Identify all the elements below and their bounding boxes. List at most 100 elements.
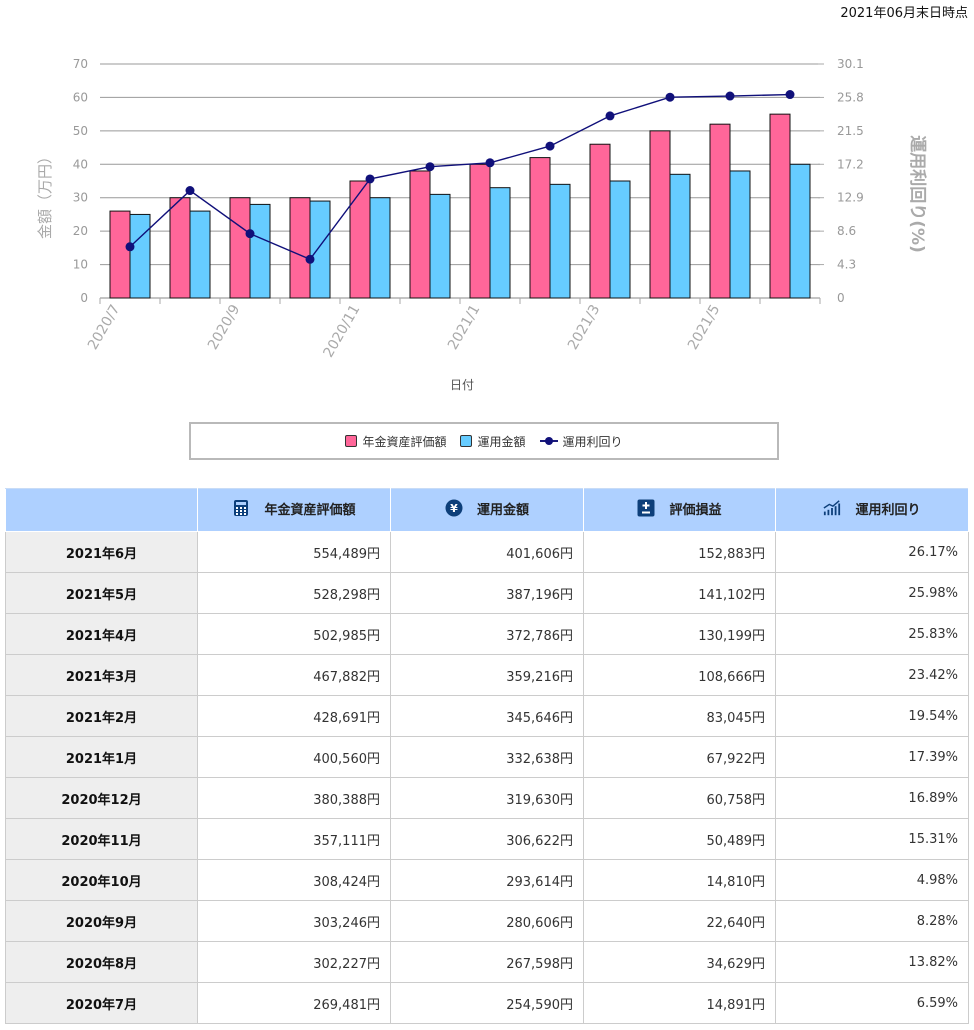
table-header-invested-amount: ¥ 運用金額 [390, 488, 584, 532]
table-cell: 13.82% [775, 941, 969, 983]
row-month: 2021年6月 [5, 531, 198, 573]
bar-asset-value[interactable] [469, 163, 491, 299]
table-cell: 14,891円 [583, 982, 776, 1024]
legend-item-invested-amount[interactable]: 運用金額 [460, 433, 526, 450]
bar-invested-amount[interactable] [729, 170, 751, 299]
table-cell: 528,298円 [197, 572, 391, 614]
bar-asset-value[interactable] [769, 113, 791, 299]
bar-invested-amount[interactable] [669, 173, 691, 299]
bar-asset-value[interactable] [649, 130, 671, 299]
table-cell: 372,786円 [390, 613, 584, 655]
y-tick-label: 60 [73, 90, 88, 104]
yield-point[interactable] [125, 242, 135, 252]
axis-labels: 金額（万円） 運用利回り(%) 日付 [36, 135, 928, 392]
legend-swatch-invested-amount [460, 435, 473, 447]
bar-invested-amount[interactable] [789, 163, 811, 299]
bar-invested-amount[interactable] [189, 210, 211, 299]
table-cell: 17.39% [775, 736, 969, 778]
table-cell: 23.42% [775, 654, 969, 696]
row-month: 2020年9月 [5, 900, 198, 942]
as-of-date: 2021年06月末日時点 [840, 6, 968, 21]
yield-point[interactable] [305, 254, 315, 264]
bar-asset-value[interactable] [109, 210, 131, 299]
table-cell: 4.98% [775, 859, 969, 901]
row-month: 2021年4月 [5, 613, 198, 655]
bar-invested-amount[interactable] [309, 200, 331, 299]
yield-point[interactable] [485, 158, 495, 168]
yield-point[interactable] [725, 91, 735, 101]
x-tick-label: 2021/3 [565, 302, 603, 353]
legend-label-invested-amount: 運用金額 [477, 434, 526, 449]
table-header-asset-value: 年金資産評価額 [197, 488, 391, 532]
table-cell: 345,646円 [390, 695, 584, 737]
bar-asset-value[interactable] [349, 180, 371, 299]
table-cell: 141,102円 [583, 572, 776, 614]
bar-invested-amount[interactable] [429, 193, 451, 299]
yield-point[interactable] [665, 92, 675, 102]
row-month: 2021年1月 [5, 736, 198, 778]
row-month: 2020年10月 [5, 859, 198, 901]
bar-invested-amount[interactable] [489, 187, 511, 299]
table-cell: 303,246円 [197, 900, 391, 942]
row-month: 2021年2月 [5, 695, 198, 737]
table-cell: 34,629円 [583, 941, 776, 983]
bar-asset-value[interactable] [529, 157, 551, 299]
table-row: 2020年12月 380,388円 319,630円 60,758円 16.89% [5, 777, 969, 819]
table-cell: 6.59% [775, 982, 969, 1024]
table-cell: 22,640円 [583, 900, 776, 942]
x-tick-label: 2020/7 [85, 302, 123, 353]
yield-point[interactable] [245, 229, 255, 239]
table-cell: 15.31% [775, 818, 969, 860]
bar-invested-amount[interactable] [369, 197, 391, 299]
table-cell: 319,630円 [390, 777, 584, 819]
plus-minus-icon [637, 499, 655, 517]
table-header-month [5, 488, 198, 532]
table-cell: 554,489円 [197, 531, 391, 573]
bar-invested-amount[interactable] [129, 213, 151, 299]
table-row: 2021年5月 528,298円 387,196円 141,102円 25.98% [5, 572, 969, 614]
axes: 0 10 20 30 40 50 60 70 0 4.3 8.6 12.9 17.2 21.5 25.8 30… [73, 57, 864, 360]
bar-asset-value[interactable] [709, 123, 731, 299]
bar-asset-value[interactable] [589, 143, 611, 299]
table-cell: 357,111円 [197, 818, 391, 860]
table-cell: 308,424円 [197, 859, 391, 901]
x-axis-title: 日付 [450, 378, 474, 392]
row-month: 2020年8月 [5, 941, 198, 983]
y2-tick-label: 30.1 [837, 57, 864, 71]
y2-tick-label: 17.2 [837, 157, 864, 171]
yield-line-path [129, 93, 791, 261]
table-row: 2021年4月 502,985円 372,786円 130,199円 25.83% [5, 613, 969, 655]
yield-point[interactable] [545, 141, 555, 151]
legend-item-yield[interactable]: 運用利回り [539, 433, 623, 450]
yield-point[interactable] [425, 162, 435, 172]
table-row: 2020年8月 302,227円 267,598円 34,629円 13.82% [5, 941, 969, 983]
table-cell: 502,985円 [197, 613, 391, 655]
table-cell: 306,622円 [390, 818, 584, 860]
bar-invested-amount[interactable] [609, 180, 631, 299]
yield-point[interactable] [185, 186, 195, 196]
table-cell: 400,560円 [197, 736, 391, 778]
table-cell: 387,196円 [390, 572, 584, 614]
yield-point[interactable] [785, 90, 795, 100]
y2-tick-label: 0 [837, 291, 845, 305]
bar-asset-value[interactable] [409, 170, 431, 299]
bar-asset-value[interactable] [229, 197, 251, 299]
y-tick-label: 0 [80, 291, 88, 305]
table-row: 2021年2月 428,691円 345,646円 83,045円 19.54% [5, 695, 969, 737]
yield-point[interactable] [605, 111, 615, 121]
table-cell: 67,922円 [583, 736, 776, 778]
yield-point[interactable] [365, 174, 375, 184]
bar-asset-value[interactable] [289, 197, 311, 299]
table-cell: 25.83% [775, 613, 969, 655]
row-month: 2020年11月 [5, 818, 198, 860]
legend-item-asset-value[interactable]: 年金資産評価額 [345, 433, 446, 450]
y-tick-label: 70 [73, 57, 88, 71]
bar-invested-amount[interactable] [549, 183, 571, 299]
table-header-asset-value-label: 年金資産評価額 [264, 502, 356, 518]
table-header-yield-label: 運用利回り [855, 502, 921, 518]
bar-invested-amount[interactable] [249, 203, 271, 299]
bars [109, 113, 811, 299]
y2-tick-label: 12.9 [837, 191, 864, 205]
bar-asset-value[interactable] [169, 197, 191, 299]
table-cell: 267,598円 [390, 941, 584, 983]
